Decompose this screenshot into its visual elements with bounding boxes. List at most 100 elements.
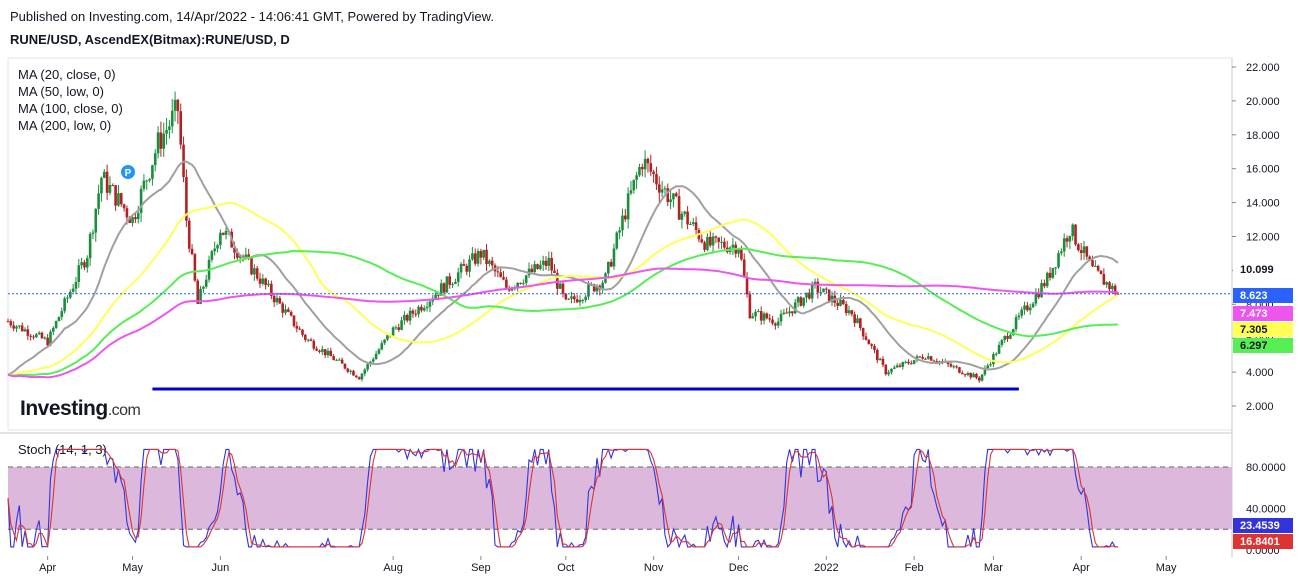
candle-body: [776, 321, 780, 326]
candle-body: [270, 283, 273, 296]
candle-body: [1068, 235, 1072, 242]
candle-body: [1009, 334, 1012, 339]
candle-body: [139, 188, 143, 214]
candle-body: [471, 253, 474, 260]
ma-legend: MA (20, close, 0) MA (50, low, 0) MA (10…: [18, 66, 123, 134]
candle-body: [524, 275, 528, 284]
ma-legend-item[interactable]: MA (100, close, 0): [18, 101, 123, 116]
candle-body: [173, 99, 177, 111]
candle-body: [340, 359, 344, 364]
candle-body: [856, 318, 859, 324]
candle-body: [1088, 256, 1091, 261]
candle-body: [502, 277, 505, 280]
ma-legend-item[interactable]: MA (200, low, 0): [18, 118, 112, 133]
candle-body: [980, 374, 984, 381]
candle-body: [165, 129, 168, 134]
candle-body: [193, 254, 197, 281]
candle-body: [187, 220, 191, 249]
candle-body: [479, 251, 483, 258]
candle-body: [1074, 224, 1077, 245]
candle-body: [315, 348, 318, 351]
candle-body: [666, 188, 670, 203]
candle-body: [649, 163, 653, 172]
candle-body: [338, 359, 341, 361]
candle-body: [425, 306, 429, 309]
candle-body: [867, 339, 871, 345]
candle-body: [643, 158, 647, 170]
candle-body: [420, 306, 423, 311]
price-value-label: 8.623: [1240, 290, 1268, 302]
candle-body: [782, 312, 786, 314]
x-tick-label: Mar: [984, 562, 1003, 574]
candle-body: [1105, 282, 1108, 285]
candle-body: [901, 362, 905, 367]
candle-body: [88, 233, 92, 259]
candle-body: [994, 353, 998, 355]
x-tick-label: Feb: [905, 562, 924, 574]
candle-body: [960, 372, 964, 375]
ma-legend-item[interactable]: MA (20, close, 0): [18, 67, 116, 82]
candle-body: [456, 272, 460, 282]
candle-body: [799, 297, 803, 306]
candle-body: [35, 334, 38, 338]
candle-body: [490, 260, 494, 266]
stoch-d-line[interactable]: [7, 448, 1118, 548]
candle-body: [114, 185, 117, 206]
candle-body: [652, 171, 655, 175]
candle-body: [335, 359, 338, 361]
candle-body: [221, 232, 225, 235]
candle-body: [541, 260, 545, 265]
candle-body: [706, 236, 709, 250]
candle-body: [1011, 329, 1015, 335]
candle-body: [253, 268, 256, 275]
candle-body: [827, 289, 831, 303]
ma-line[interactable]: [7, 267, 1119, 379]
candle-body: [1077, 244, 1080, 251]
candle-body: [306, 339, 310, 341]
y-tick-label: 14.000: [1246, 198, 1280, 210]
candle-body: [929, 356, 933, 361]
candle-body: [12, 325, 15, 329]
ma100-value-label: 6.297: [1240, 340, 1268, 352]
candle-body: [1062, 238, 1066, 252]
candle-body: [1000, 340, 1004, 345]
stoch-d-value-label-bg: [1233, 534, 1293, 549]
candle-body: [969, 372, 973, 378]
candle-body: [765, 313, 769, 319]
candle-body: [108, 185, 112, 193]
candle-body: [354, 375, 358, 378]
candle-body: [935, 361, 939, 363]
candle-body: [1023, 305, 1026, 310]
candle-body: [904, 361, 907, 363]
candle-body: [952, 366, 956, 368]
candle-body: [94, 208, 98, 233]
candle-body: [394, 327, 398, 329]
candle-body: [264, 278, 267, 286]
candle-body: [1045, 272, 1049, 287]
candle-body: [762, 313, 766, 321]
candle-body: [448, 276, 452, 285]
candle-body: [267, 283, 270, 286]
candle-body: [363, 369, 367, 374]
ma-line[interactable]: [7, 201, 1119, 376]
candle-body: [250, 257, 253, 275]
ma-legend-item[interactable]: MA (50, low, 0): [18, 84, 104, 99]
candle-body: [822, 288, 825, 293]
candle-body: [986, 365, 990, 369]
candle-body: [890, 368, 893, 373]
candle-body: [958, 367, 961, 373]
candle-body: [558, 283, 562, 289]
candle-body: [380, 343, 384, 350]
p-marker[interactable]: [121, 165, 135, 179]
ma-line[interactable]: [7, 160, 1119, 376]
candle-body: [909, 363, 913, 365]
candle-body: [287, 309, 290, 312]
candle-body: [972, 373, 975, 378]
candle-body: [451, 283, 454, 285]
ma-line[interactable]: [7, 247, 1119, 377]
candle-body: [992, 354, 995, 365]
candle-body: [131, 217, 134, 224]
candle-body: [581, 299, 585, 301]
y-tick-label: 2.000: [1246, 401, 1274, 413]
